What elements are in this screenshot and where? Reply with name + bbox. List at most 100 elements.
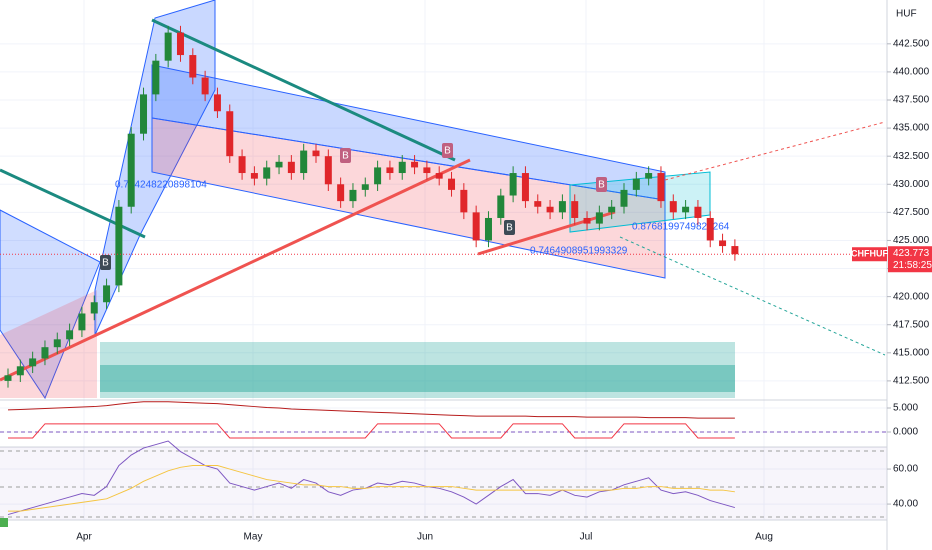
candle-body (300, 150, 308, 174)
candle-body (546, 206, 554, 213)
x-tick-label: Aug (755, 532, 773, 543)
candles (4, 25, 739, 388)
candle-body (41, 347, 49, 359)
zone (0, 290, 97, 398)
candle-body (115, 206, 123, 286)
marker-box (442, 143, 453, 158)
marker: B (598, 180, 605, 191)
candle-body (731, 246, 739, 255)
candle-body (497, 195, 505, 218)
candle-body (176, 32, 184, 56)
candle-body (374, 167, 382, 185)
candle-body (386, 167, 394, 174)
y-tick-label: 412.500 (893, 376, 930, 387)
candle-body (571, 201, 579, 218)
trend-line (151, 18, 456, 162)
candle-body (53, 339, 61, 348)
candle-body (4, 375, 12, 381)
indicator-line (7, 401, 735, 419)
symbol-box (852, 247, 887, 262)
y-tick-label: 420.000 (893, 291, 930, 302)
candle-body (164, 32, 172, 61)
candle-body (682, 206, 690, 213)
grid (0, 0, 887, 520)
x-tick-label: Jun (417, 532, 433, 543)
indicator-line (8, 465, 735, 512)
candle-body (509, 173, 517, 196)
countdown: 21:58:25 (893, 260, 932, 271)
candle-body (620, 189, 628, 207)
candle-body (349, 189, 357, 202)
marker-box (504, 220, 515, 235)
marker: B (444, 146, 451, 157)
candle-body (657, 173, 665, 202)
candle-body (312, 150, 320, 157)
candle-body (226, 111, 234, 157)
candle-body (645, 173, 653, 179)
candle-body (152, 60, 160, 95)
candle-body (398, 161, 406, 174)
drawings (0, 0, 886, 400)
candle-body (632, 178, 640, 190)
candle-body (189, 55, 197, 78)
candle-body (608, 206, 616, 213)
y-tick-label: 440.000 (893, 67, 930, 78)
y-tick-label: 417.500 (893, 319, 930, 330)
zone (100, 342, 735, 398)
annotation: 0.7464908951993329 (530, 246, 628, 257)
candle-body (472, 212, 480, 241)
candle-body (411, 161, 419, 168)
zone (100, 365, 735, 392)
x-tick-label: Jul (580, 532, 593, 543)
trend-line (477, 210, 616, 256)
candle-body (324, 156, 332, 185)
candle-body (706, 217, 714, 241)
candle-body (127, 133, 135, 207)
candle-body (201, 77, 209, 95)
y-tick-label: 415.000 (893, 347, 930, 358)
indicators (7, 401, 736, 516)
candle-body (595, 212, 603, 224)
y-tick-label: 425.000 (893, 235, 930, 246)
icon (0, 518, 8, 527)
annotation: 0.744248220898104 (115, 180, 207, 191)
candle-body (521, 173, 529, 202)
candle-body (90, 302, 98, 314)
y-tick-label: 437.500 (893, 95, 930, 106)
candle-body (669, 201, 677, 213)
y-tick-label: 40.00 (893, 499, 918, 510)
marker: B (342, 151, 349, 162)
indicator-line (7, 440, 736, 516)
candle-body (583, 217, 591, 224)
candle-body (103, 285, 111, 303)
candle-body (361, 184, 369, 190)
y-tick-label: 432.500 (893, 151, 930, 162)
marker-box (100, 255, 111, 270)
candle-body (694, 206, 702, 218)
y-tick-label: 0.000 (893, 427, 918, 438)
candle-body (287, 161, 295, 174)
candle-body (78, 313, 86, 331)
candle-body (337, 184, 345, 202)
markers: B B B B B (100, 143, 607, 270)
y-tick-label: 442.500 (893, 38, 930, 49)
marker-box (340, 148, 351, 163)
price-box (888, 246, 932, 273)
channel (0, 209, 101, 400)
candle-body (275, 161, 283, 168)
candle-body (66, 330, 74, 340)
rsi-band (0, 447, 887, 520)
symbol-label: CHFHUF (851, 249, 888, 259)
last-price: 423.773 (893, 248, 930, 259)
y-tick-label: 60.00 (893, 464, 918, 475)
x-tick-label: May (244, 532, 263, 543)
y-tick-label: 5.000 (893, 403, 918, 414)
channel (151, 117, 666, 279)
indicator-line (8, 423, 735, 439)
candle-body (484, 217, 492, 241)
marker: B (102, 258, 109, 269)
candle-body (213, 94, 221, 112)
candle-body (29, 358, 37, 367)
